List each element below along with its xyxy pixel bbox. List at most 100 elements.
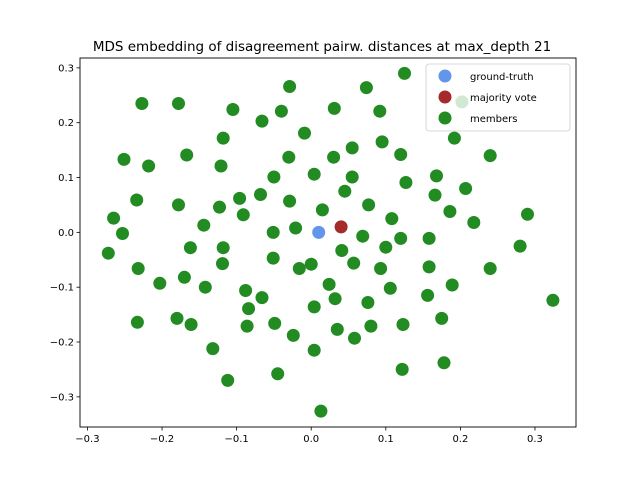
point-members	[379, 240, 393, 254]
x-tick-label: 0.2	[452, 434, 468, 445]
point-members	[430, 169, 443, 183]
point-members	[314, 404, 328, 418]
point-members	[307, 167, 321, 181]
point-members	[271, 367, 285, 381]
axes-frame	[79, 57, 577, 428]
point-members	[282, 150, 296, 164]
point-members	[184, 318, 198, 331]
point-members	[172, 198, 185, 212]
point-members	[398, 66, 411, 80]
point-members	[255, 291, 269, 305]
y-tick-label: 0.0	[58, 228, 74, 239]
point-members	[347, 256, 361, 270]
point-members	[130, 193, 144, 207]
point-members	[101, 246, 115, 260]
point-members	[283, 80, 297, 93]
point-members	[221, 373, 235, 387]
point-members	[135, 97, 149, 110]
point-members	[362, 198, 376, 212]
x-tick-label: −0.3	[75, 434, 99, 445]
point-members	[445, 278, 459, 292]
point-members	[447, 131, 461, 145]
y-tick-label: −0.1	[50, 283, 74, 294]
point-members	[216, 131, 230, 145]
point-members	[467, 216, 481, 229]
point-members	[298, 126, 311, 140]
point-members	[375, 135, 389, 149]
y-tick-label: −0.2	[50, 338, 74, 349]
point-members	[267, 170, 281, 184]
point-members	[327, 101, 341, 115]
point-members	[443, 205, 457, 218]
point-members	[226, 103, 240, 116]
point-members	[422, 260, 436, 274]
point-members	[437, 356, 451, 370]
point-members	[322, 277, 336, 291]
x-tick-label: 0.0	[303, 434, 319, 445]
point-members	[328, 292, 342, 306]
point-members	[383, 281, 397, 295]
point-majority-vote	[334, 220, 348, 234]
point-members	[216, 257, 229, 271]
point-members	[428, 188, 442, 202]
point-members	[233, 191, 247, 205]
point-members	[130, 315, 144, 329]
point-members	[348, 331, 361, 345]
point-members	[374, 262, 388, 275]
x-tick-label: 0.3	[527, 434, 543, 445]
point-members	[315, 203, 329, 217]
legend-label: ground-truth	[470, 72, 534, 83]
point-members	[240, 319, 254, 333]
point-members	[198, 280, 212, 294]
point-members	[289, 221, 303, 235]
point-members	[153, 276, 167, 290]
point-members	[254, 188, 267, 201]
point-members	[359, 81, 373, 95]
point-members	[170, 311, 184, 325]
point-members	[283, 194, 297, 208]
point-members	[521, 207, 534, 221]
y-tick-label: 0.2	[58, 118, 74, 129]
point-members	[335, 244, 349, 257]
point-members	[338, 184, 352, 198]
plot-area	[101, 66, 560, 418]
point-members	[292, 262, 306, 275]
point-members	[307, 343, 321, 357]
legend-box	[425, 63, 571, 132]
legend-label: members	[470, 114, 517, 125]
point-members	[266, 251, 280, 265]
point-members	[459, 182, 473, 195]
point-members	[274, 104, 288, 118]
point-members	[214, 159, 228, 173]
point-members	[183, 241, 197, 255]
point-ground-truth	[312, 225, 326, 239]
point-members	[546, 293, 560, 307]
point-members	[361, 296, 375, 309]
legend: ground-truth majority vote members	[425, 63, 571, 132]
y-tick-label: 0.3	[58, 63, 74, 74]
point-members	[364, 319, 378, 333]
x-tick-label: −0.1	[224, 434, 248, 445]
point-members	[399, 176, 413, 189]
point-members	[242, 302, 256, 316]
x-tick-label: −0.2	[150, 434, 174, 445]
legend-label: majority vote	[470, 93, 537, 104]
point-members	[307, 300, 321, 314]
point-members	[268, 316, 282, 330]
point-members	[373, 104, 387, 118]
point-members	[107, 211, 121, 225]
point-members	[483, 262, 497, 275]
point-members	[116, 227, 129, 240]
point-members	[255, 114, 269, 128]
point-members	[345, 170, 359, 184]
point-members	[422, 231, 436, 245]
point-members	[206, 342, 220, 356]
point-members	[239, 284, 253, 297]
point-members	[394, 231, 408, 245]
point-members	[385, 212, 399, 226]
point-members	[142, 159, 156, 173]
y-tick-label: −0.3	[50, 392, 74, 403]
point-members	[513, 239, 527, 253]
point-members	[236, 208, 250, 222]
